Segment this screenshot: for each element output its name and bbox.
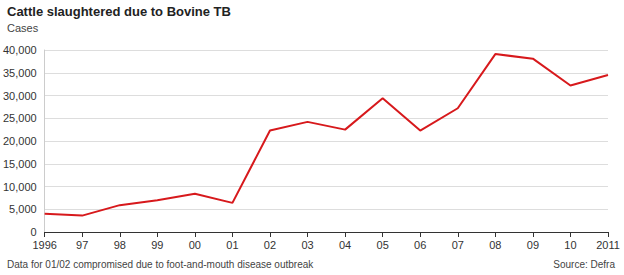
svg-text:20,000: 20,000: [3, 135, 37, 147]
svg-text:40,000: 40,000: [3, 44, 37, 56]
svg-text:10,000: 10,000: [3, 181, 37, 193]
svg-text:0: 0: [31, 226, 37, 238]
svg-text:2011: 2011: [596, 239, 620, 251]
svg-text:08: 08: [489, 239, 501, 251]
svg-text:25,000: 25,000: [3, 112, 37, 124]
svg-text:Source: Defra: Source: Defra: [553, 259, 615, 270]
svg-text:Cattle slaughtered due to Bovi: Cattle slaughtered due to Bovine TB: [7, 4, 231, 19]
svg-text:00: 00: [189, 239, 201, 251]
svg-text:05: 05: [377, 239, 389, 251]
svg-text:03: 03: [301, 239, 313, 251]
svg-text:15,000: 15,000: [3, 158, 37, 170]
svg-text:Data for 01/02 compromised due: Data for 01/02 compromised due to foot-a…: [7, 259, 314, 270]
svg-text:06: 06: [414, 239, 426, 251]
svg-text:10: 10: [564, 239, 576, 251]
svg-text:09: 09: [527, 239, 539, 251]
svg-text:07: 07: [452, 239, 464, 251]
svg-text:01: 01: [226, 239, 238, 251]
svg-text:02: 02: [264, 239, 276, 251]
svg-text:Cases: Cases: [7, 22, 39, 34]
svg-text:1996: 1996: [32, 239, 56, 251]
svg-text:98: 98: [114, 239, 126, 251]
svg-text:5,000: 5,000: [9, 203, 37, 215]
svg-text:35,000: 35,000: [3, 67, 37, 79]
svg-text:99: 99: [151, 239, 163, 251]
svg-text:97: 97: [76, 239, 88, 251]
svg-text:30,000: 30,000: [3, 90, 37, 102]
svg-text:04: 04: [339, 239, 351, 251]
